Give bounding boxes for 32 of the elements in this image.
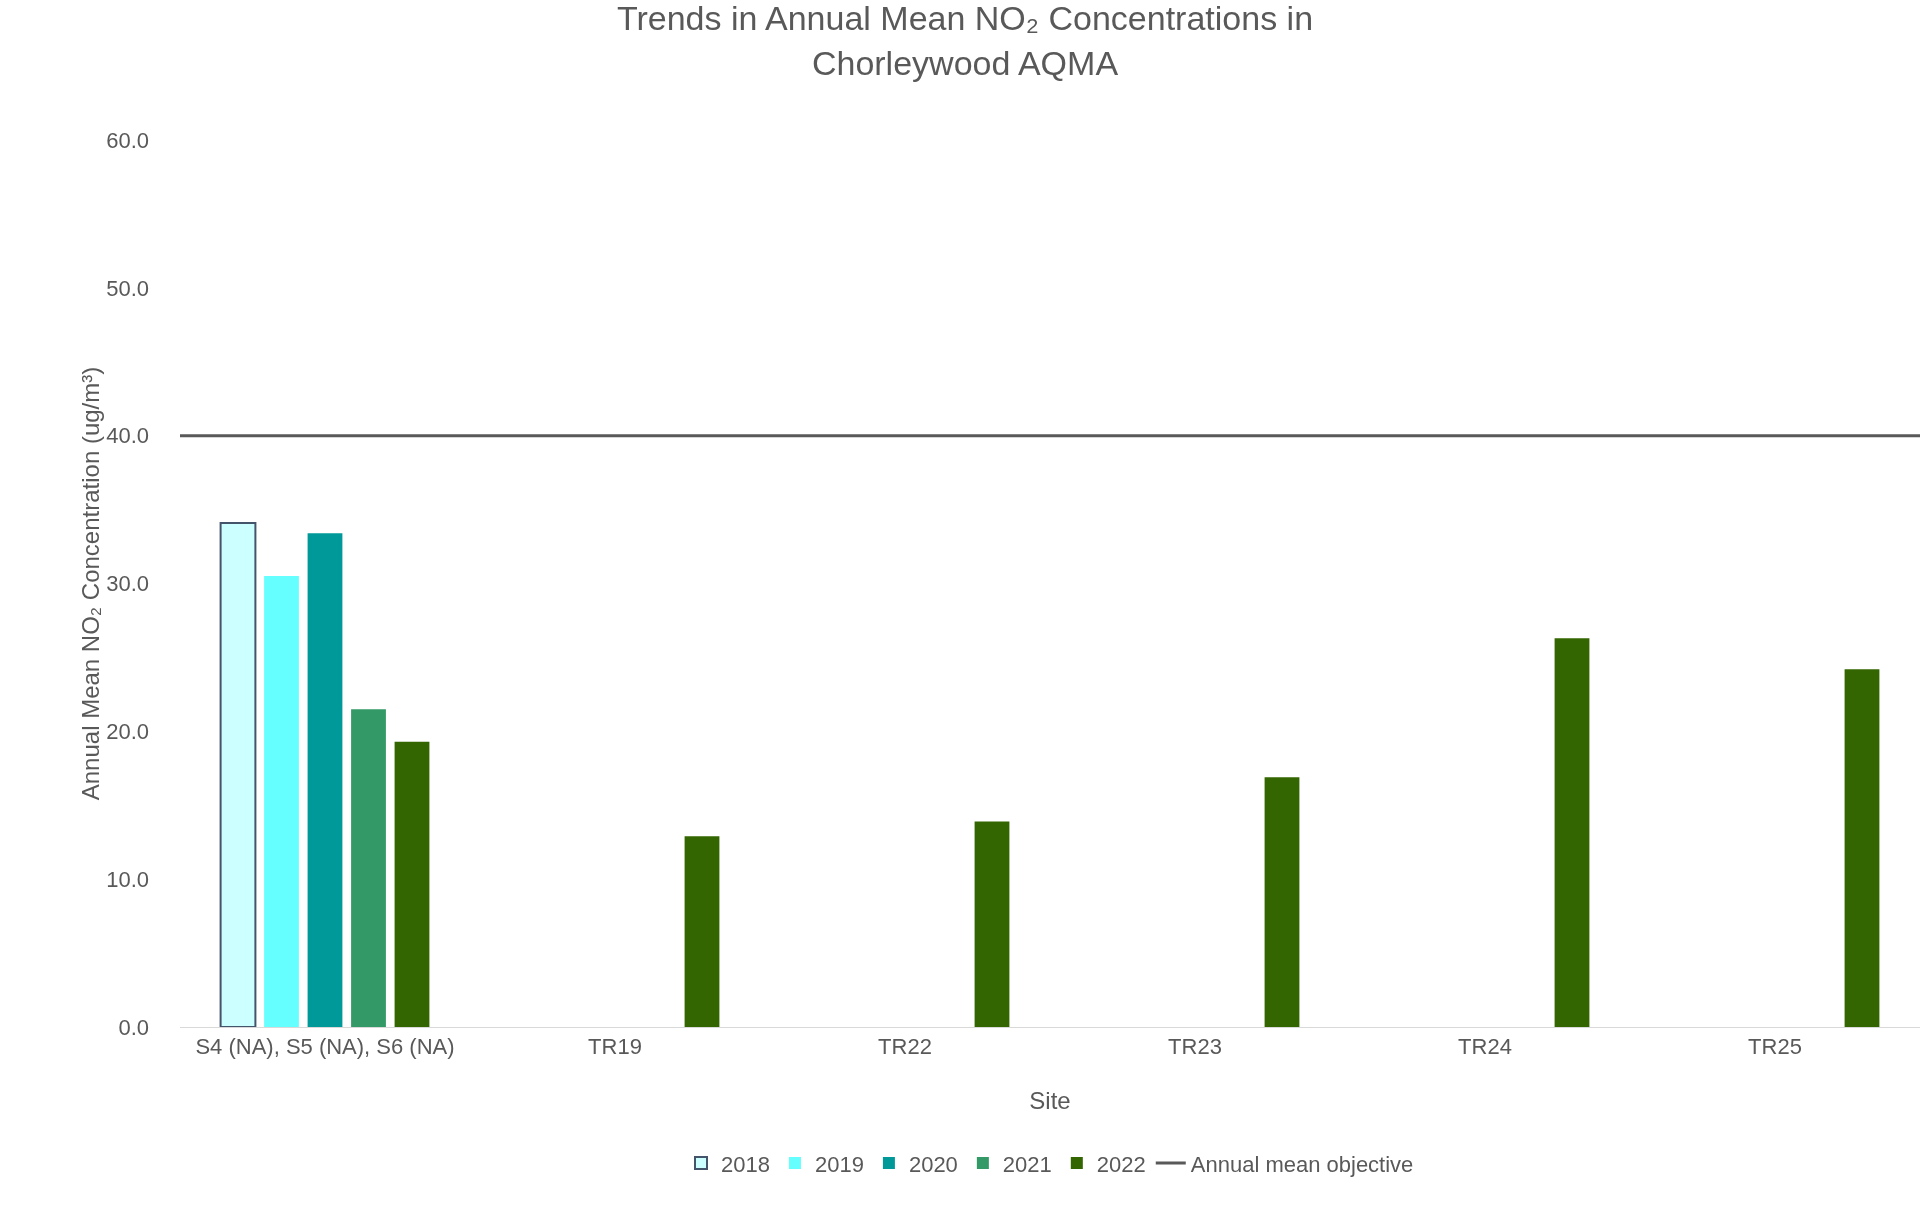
bar xyxy=(219,521,257,1027)
x-tick-label: TR25 xyxy=(1748,1034,1802,1060)
x-tick-label: TR22 xyxy=(878,1034,932,1060)
bar xyxy=(394,741,430,1027)
legend-label: 2019 xyxy=(814,1151,864,1177)
y-tick-label: 20.0 xyxy=(106,719,149,745)
chart-title: Trends in Annual Mean NO₂ Concentrations in Chorleywood AQMA xyxy=(616,0,1314,82)
bar xyxy=(264,576,299,1027)
y-axis-title: Annual Mean NO₂ Concentration (ug/m³) xyxy=(77,366,105,801)
x-tick-label: TR23 xyxy=(1168,1034,1222,1060)
x-axis-title: Site xyxy=(1029,1087,1071,1114)
bar xyxy=(974,821,1010,1027)
bar xyxy=(684,836,720,1027)
x-tick-label: TR24 xyxy=(1458,1034,1512,1060)
legend-label: 2018 xyxy=(721,1151,770,1177)
y-tick-label: 0.0 xyxy=(118,1014,149,1040)
legend-label: 2021 xyxy=(1002,1151,1052,1177)
legend-label: Annual mean objective xyxy=(1190,1151,1414,1177)
legend-label: 2020 xyxy=(908,1151,958,1177)
bar xyxy=(1264,777,1300,1027)
y-tick-label: 40.0 xyxy=(106,423,149,449)
y-tick-label: 50.0 xyxy=(106,275,149,301)
bar xyxy=(351,709,386,1027)
bar xyxy=(1554,638,1590,1027)
x-tick-label: TR19 xyxy=(588,1034,642,1060)
y-tick-label: 30.0 xyxy=(106,571,149,597)
x-tick-label: S4 (NA), S5 (NA), S6 (NA) xyxy=(195,1034,455,1060)
y-tick-label: 60.0 xyxy=(106,127,149,153)
legend-label: 2022 xyxy=(1096,1151,1146,1177)
bar xyxy=(1844,669,1880,1027)
y-tick-label: 10.0 xyxy=(106,866,149,892)
bar xyxy=(307,533,343,1027)
